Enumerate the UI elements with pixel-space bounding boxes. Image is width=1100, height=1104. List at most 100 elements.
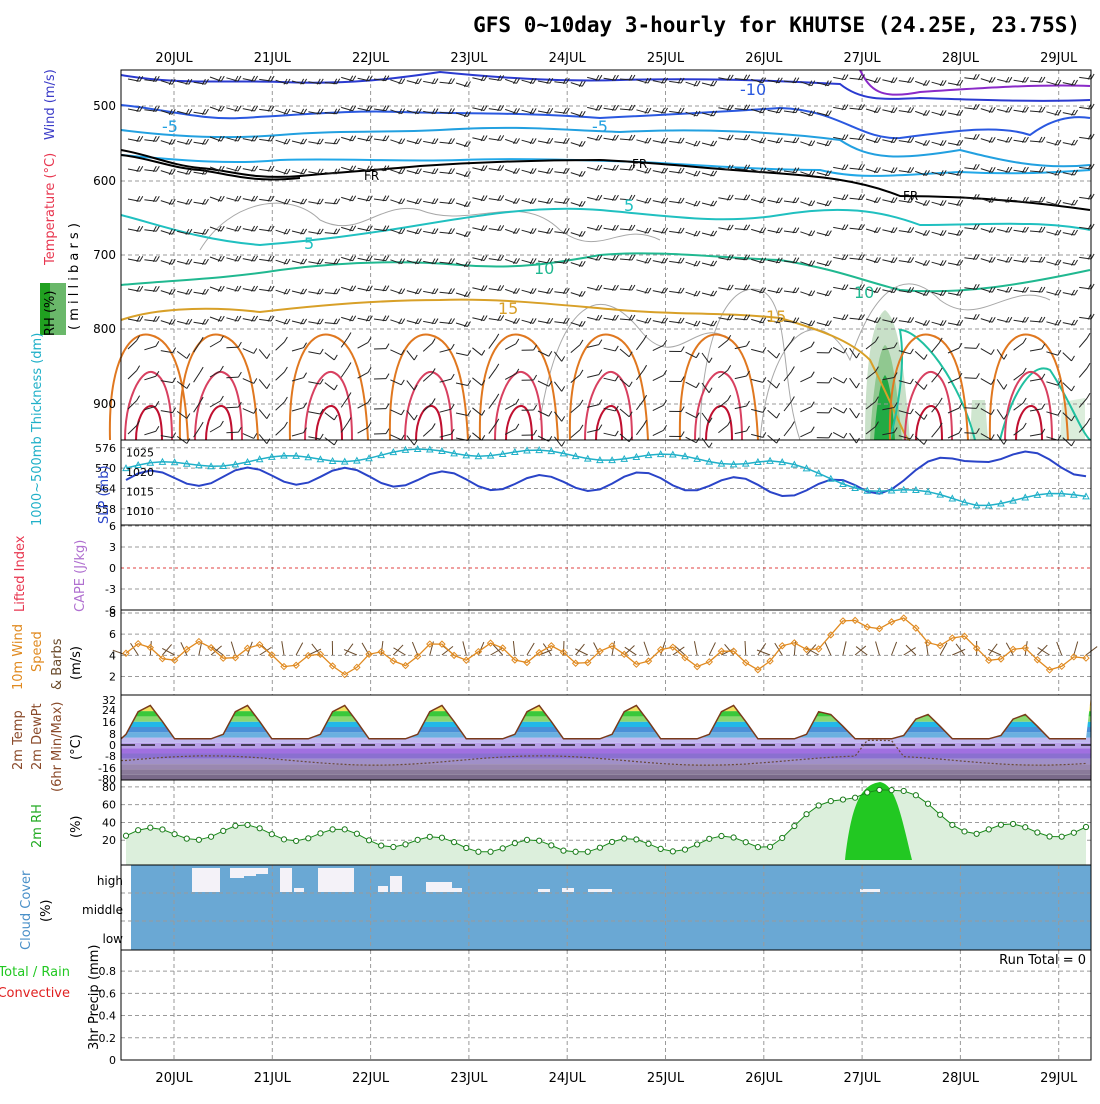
wind10-barb (513, 641, 514, 655)
rh2m-marker (622, 836, 627, 841)
wind10-barb (575, 649, 588, 655)
rh2m-marker (294, 838, 299, 843)
wind10-tick: 2 (109, 671, 116, 684)
rh2m-marker (1083, 824, 1088, 829)
label-millibars: ( m i l l i b a r s ) (67, 223, 82, 330)
date-tick-top: 22JUL (352, 51, 390, 66)
cloud-level-middle: middle (82, 903, 123, 917)
label-temp: Temperature (°C) (43, 153, 58, 266)
li-axis: 630-3-6 (105, 520, 116, 617)
rh2m-marker (561, 848, 566, 853)
rh2m-marker (464, 845, 469, 850)
label-temp2m-unit: (°C) (69, 734, 84, 760)
rh2m-marker (549, 843, 554, 848)
rh2m-marker (585, 849, 590, 854)
rh2m-marker (597, 845, 602, 850)
contour-label: 10 (534, 259, 554, 278)
date-tick-top: 28JUL (942, 51, 980, 66)
rh2m-marker (342, 827, 347, 832)
rh2m-marker (281, 837, 286, 842)
rh2m-marker (646, 841, 651, 846)
rh2m-marker (950, 822, 955, 827)
li-tick: 0 (109, 562, 116, 575)
date-tick-top: 20JUL (155, 51, 193, 66)
rh2m-marker (221, 828, 226, 833)
precip-panel: Run Total = 0 0.80.60.40.20 (99, 950, 1092, 1067)
rh2m-marker (962, 829, 967, 834)
label-wind10-speed: Speed (30, 631, 45, 672)
date-tick-bottom: 25JUL (647, 1071, 685, 1086)
wind10-tick: 4 (109, 649, 116, 662)
rh2m-marker (682, 847, 687, 852)
li-cape-panel: 630-3-6 (105, 520, 1091, 617)
wind10-tick: 8 (109, 607, 116, 620)
slp-tick: 1020 (126, 466, 154, 479)
wind10-barb (644, 642, 649, 655)
rh2m-tick: 20 (102, 834, 116, 847)
wind10-barb (1074, 642, 1078, 655)
wind10-grid (121, 610, 1091, 695)
rh2m-marker (257, 826, 262, 831)
contour-label: FR (903, 189, 918, 203)
rh2m-marker (828, 799, 833, 804)
rh2m-marker (427, 834, 432, 839)
label-wind10-unit: (m/s) (69, 646, 84, 680)
rh2m-marker (780, 835, 785, 840)
rh2m-marker (670, 849, 675, 854)
wind10-barb (745, 641, 746, 655)
label-precip-total: Total / Rain (0, 965, 70, 980)
rh2m-marker (938, 812, 943, 817)
wind10-barb (876, 642, 880, 655)
rh2m-marker (913, 793, 918, 798)
date-tick-top: 24JUL (549, 51, 587, 66)
rh2m-marker (1071, 830, 1076, 835)
rh2m-marker (524, 837, 529, 842)
rh2m-marker (1035, 830, 1040, 835)
rh2m-marker (379, 843, 384, 848)
wind10-barb (362, 643, 369, 655)
rh2m-marker (366, 838, 371, 843)
label-temp2m: 2m Temp (11, 710, 26, 770)
rh2m-marker (889, 788, 894, 793)
rh2m-marker (719, 833, 724, 838)
rh2m-marker (306, 836, 311, 841)
cloud-level-low: low (103, 932, 124, 946)
rh2m-marker (877, 787, 882, 792)
rh2m-marker (1010, 821, 1015, 826)
rh2m-marker (816, 803, 821, 808)
rh2m-marker (452, 840, 457, 845)
date-tick-bottom: 20JUL (155, 1071, 193, 1086)
rh2m-marker (986, 827, 991, 832)
contour-label: -5 (592, 117, 608, 136)
rh2m-marker (403, 842, 408, 847)
wind10-frame (121, 610, 1091, 695)
label-cloud-unit: (%) (39, 900, 54, 923)
wind10-barb (231, 642, 235, 655)
wind10-barb (694, 641, 697, 655)
rh2m-marker (184, 836, 189, 841)
pressure-tick: 900 (93, 397, 116, 411)
rh2m-marker (160, 827, 165, 832)
label-precip: 3hr Precip (87, 984, 102, 1050)
wind10-barb (825, 642, 831, 655)
rh2m-marker (925, 801, 930, 806)
rh2m-marker (512, 841, 517, 846)
pressure-tick: 700 (93, 248, 116, 262)
li-tick: 3 (109, 541, 116, 554)
label-rh: RH (%) (43, 291, 58, 336)
pressure-tick: 600 (93, 174, 116, 188)
label-wind10-barbs: & Barbs (50, 638, 65, 690)
rh2m-marker (804, 812, 809, 817)
date-tick-bottom: 23JUL (450, 1071, 488, 1086)
slp-tick: 1025 (126, 447, 154, 460)
date-tick-top: 27JUL (844, 51, 882, 66)
pressure-tick: 800 (93, 322, 116, 336)
rh2m-marker (245, 822, 250, 827)
contour-label: 15 (766, 307, 786, 326)
